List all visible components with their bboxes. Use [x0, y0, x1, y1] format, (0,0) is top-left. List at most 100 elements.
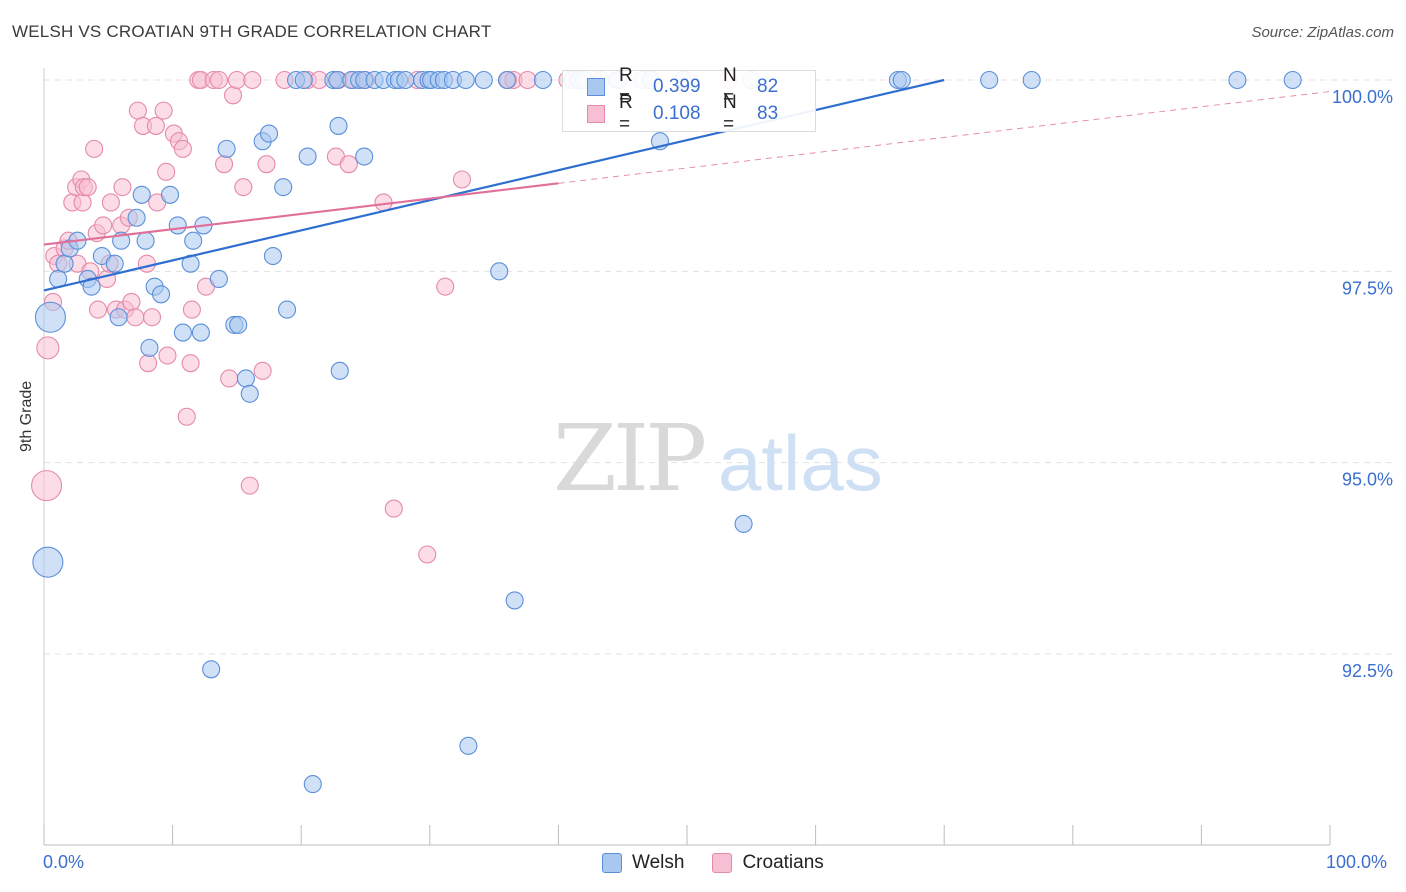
- welsh-point: [173, 323, 192, 342]
- welsh-point: [105, 254, 124, 273]
- welsh-point: [355, 147, 374, 166]
- legend-item-welsh: Welsh: [602, 852, 684, 874]
- croatians-point: [227, 70, 246, 90]
- welsh-point: [274, 178, 293, 197]
- welsh-point: [55, 254, 74, 273]
- croatians-point: [137, 254, 156, 273]
- welsh-point: [497, 70, 517, 90]
- welsh-point: [140, 338, 159, 357]
- n-label: N =: [723, 65, 737, 108]
- croatians-point: [418, 545, 437, 564]
- croatians-point: [223, 86, 243, 105]
- croatians-point: [234, 178, 253, 197]
- x-tick-label-min: 0.0%: [43, 852, 85, 872]
- welsh-point: [82, 277, 101, 296]
- croatians-point: [436, 277, 455, 296]
- croatians-point: [384, 499, 403, 518]
- croatians-point: [85, 139, 104, 158]
- source-label: Source: ZipAtlas.com: [1251, 24, 1394, 41]
- r-value-croatians: 0.108: [653, 103, 701, 124]
- croatians-point: [339, 155, 358, 174]
- welsh-point: [329, 116, 348, 135]
- croatians-point: [157, 162, 176, 181]
- tick-labels: 92.5% 95.0% 97.5% 100.0%: [1332, 87, 1393, 681]
- welsh-point: [160, 185, 180, 204]
- croatians-trend-line: [43, 182, 559, 246]
- r-value-welsh: 0.399: [653, 76, 701, 97]
- welsh-point: [1283, 70, 1302, 90]
- welsh-point: [168, 216, 187, 235]
- croatians-point: [243, 70, 262, 90]
- croatians-swatch: [587, 105, 605, 123]
- croatians-point: [173, 139, 192, 158]
- stats-legend: R = 0.399 N = 82 R = 0.108 N = 83: [562, 65, 816, 135]
- welsh-point: [474, 70, 493, 90]
- r-label: R =: [619, 65, 633, 108]
- welsh-point: [1022, 70, 1041, 90]
- welsh-point: [259, 124, 279, 143]
- croatians-point: [158, 346, 177, 365]
- croatians-point: [94, 216, 113, 235]
- croatians-legend-swatch: [712, 853, 733, 873]
- welsh-point: [240, 384, 259, 403]
- welsh-swatch: [587, 78, 605, 96]
- croatians-point: [182, 300, 201, 319]
- y-tick-label: 97.5%: [1342, 278, 1393, 298]
- legend-row-croatians: R = 0.108 N = 83: [587, 92, 827, 135]
- welsh-point: [533, 70, 553, 90]
- welsh-point: [136, 231, 155, 250]
- welsh-point: [34, 301, 66, 333]
- croatians-point: [78, 178, 97, 197]
- croatians-point: [88, 300, 108, 319]
- n-value-welsh: 82: [757, 76, 779, 97]
- croatians-point: [146, 116, 165, 135]
- welsh-point: [396, 70, 415, 90]
- croatians-point: [154, 101, 173, 120]
- welsh-point: [263, 246, 282, 266]
- welsh-point: [980, 70, 999, 90]
- welsh-point: [294, 70, 313, 90]
- croatians-point: [142, 308, 162, 327]
- welsh-point: [191, 323, 210, 342]
- croatians-point: [139, 354, 158, 373]
- welsh-point: [734, 514, 753, 533]
- croatians-point: [126, 308, 145, 327]
- welsh-point: [209, 269, 228, 289]
- chart-title: WELSH VS CROATIAN 9TH GRADE CORRELATION …: [12, 22, 492, 41]
- croatians-point: [113, 178, 132, 197]
- welsh-point: [127, 208, 146, 227]
- croatians-point: [240, 476, 259, 495]
- axes: [43, 68, 1331, 846]
- croatians-point: [31, 470, 63, 502]
- welsh-point: [278, 300, 297, 319]
- gridlines: [44, 79, 1392, 655]
- croatians-point: [177, 407, 196, 426]
- welsh-point: [490, 262, 509, 281]
- croatians-point: [220, 369, 239, 388]
- y-axis-label: 9th Grade: [18, 380, 35, 452]
- welsh-point: [505, 591, 524, 610]
- croatians-point: [122, 292, 141, 311]
- welsh-point: [151, 285, 171, 304]
- welsh-point: [1228, 70, 1247, 90]
- croatians-point: [452, 170, 472, 189]
- welsh-legend-label: Welsh: [632, 852, 685, 873]
- welsh-point: [184, 231, 203, 250]
- welsh-point: [236, 369, 255, 388]
- croatians-point: [214, 155, 234, 174]
- welsh-point: [303, 775, 322, 794]
- welsh-point: [298, 147, 317, 166]
- n-label: N =: [723, 92, 737, 135]
- watermark: ZIP atlas: [553, 405, 883, 512]
- welsh-point: [202, 660, 221, 679]
- series-legend: Welsh Croatians: [602, 852, 852, 874]
- croatians-point: [73, 193, 92, 212]
- welsh-legend-swatch: [602, 853, 622, 873]
- welsh-point: [892, 70, 911, 90]
- welsh-point: [459, 736, 478, 755]
- croatians-point: [181, 354, 200, 373]
- y-tick-label: 95.0%: [1342, 470, 1393, 490]
- welsh-point: [229, 315, 248, 334]
- croatians-point: [253, 361, 272, 380]
